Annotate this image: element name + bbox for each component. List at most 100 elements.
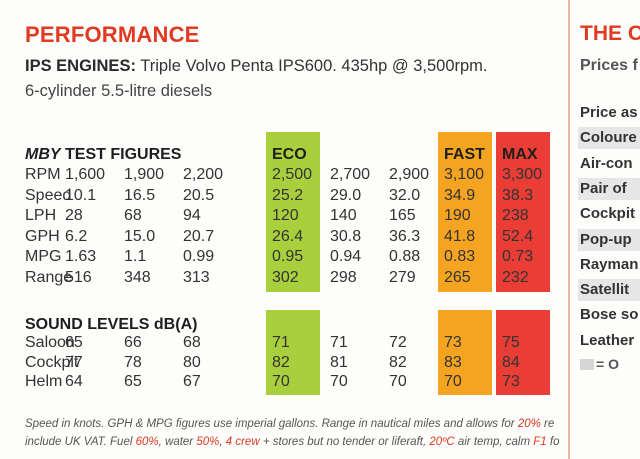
sound-levels-cell: 70	[444, 373, 462, 390]
sound-levels-cell: 77	[65, 353, 83, 371]
test-figures-cell: 348	[124, 268, 151, 286]
engines-spec: IPS ENGINES: Triple Volvo Penta IPS600. …	[25, 57, 488, 76]
section-title: PERFORMANCE	[25, 22, 200, 47]
sound-levels-cell: 65	[65, 334, 83, 351]
sidebar-item: Satellit	[580, 281, 630, 299]
sound-levels-cell: 70	[389, 373, 407, 390]
test-figures-cell: 68	[124, 207, 142, 224]
test-figures-cell: 29.0	[330, 186, 362, 204]
test-figures-cell: 25.2	[272, 186, 304, 204]
sound-levels-cell: 71	[272, 334, 290, 351]
test-figures-cell: 165	[389, 207, 416, 224]
test-figures-cell: 1,600	[65, 166, 106, 183]
engines-label: IPS ENGINES:	[25, 57, 136, 75]
test-figures-cell: 2,200	[183, 166, 224, 183]
test-figures-row-label: LPH	[25, 207, 57, 224]
test-figures-cell: 279	[389, 268, 416, 286]
test-figures-cell: 38.3	[502, 186, 534, 204]
test-figures-row-label: RPM	[25, 166, 61, 183]
test-figures-cell: 30.8	[330, 227, 362, 245]
test-figures-cell: 140	[330, 207, 357, 224]
test-figures-cell: 265	[444, 268, 471, 286]
test-figures-title: MBY TEST FIGURES	[25, 146, 182, 163]
sidebar-item: Pair of	[580, 179, 627, 197]
test-figures-row-label: Range	[25, 268, 73, 286]
sidebar-item: Pop-up	[580, 230, 632, 248]
sound-levels-title: SOUND LEVELS dB(A)	[25, 316, 198, 333]
test-figures-cell: 20.7	[183, 227, 215, 245]
footnote-line1: Speed in knots. GPH & MPG figures use im…	[25, 418, 555, 430]
sidebar-item: Price as	[580, 104, 638, 121]
sound-levels-cell: 70	[330, 373, 348, 390]
sound-levels-cell: 68	[183, 334, 201, 351]
test-figures-cell: 1,900	[124, 166, 165, 183]
sound-levels-cell: 73	[444, 334, 462, 351]
test-figures-cell: 0.99	[183, 248, 215, 265]
test-figures-row-label: MPG	[25, 248, 62, 265]
test-figures-cell: 1.63	[65, 248, 97, 265]
sidebar-key: = O	[596, 356, 619, 372]
test-figures-cell: 1.1	[124, 248, 147, 265]
sidebar-item: Rayman	[580, 255, 639, 273]
sidebar-subtitle: Prices f	[580, 57, 638, 74]
sidebar-row-shade	[578, 127, 640, 150]
sound-levels-cell: 65	[124, 373, 142, 390]
sound-levels-cell: 71	[330, 334, 348, 351]
test-figures-cell: 0.88	[389, 248, 421, 265]
test-figures-cell: 313	[183, 268, 210, 286]
sound-levels-cell: 82	[272, 353, 290, 371]
footnote: Speed in knots. GPH & MPG figures use im…	[25, 415, 559, 451]
test-figures-cell: 2,500	[272, 166, 313, 183]
eco-band-sound	[266, 310, 320, 395]
sound-levels-cell: 75	[502, 334, 520, 351]
test-figures-cell: 94	[183, 207, 201, 224]
sound-levels-cell: 84	[502, 353, 520, 371]
sidebar-row-shade	[578, 279, 640, 302]
sound-levels-cell: 73	[502, 373, 520, 390]
test-figures-cell: 3,100	[444, 166, 485, 183]
test-figures-cell: 0.94	[330, 248, 362, 265]
engines-text: Triple Volvo Penta IPS600. 435hp @ 3,500…	[140, 57, 488, 75]
sidebar-divider	[568, 0, 570, 459]
test-figures-cell: 2,900	[389, 166, 430, 183]
test-figures-cell: 238	[502, 207, 529, 224]
sound-levels-row-label: Cockpit	[25, 353, 79, 371]
col-header-max: MAX	[502, 146, 538, 163]
test-figures-cell: 32.0	[389, 186, 421, 204]
sidebar-item: Bose so	[580, 306, 639, 324]
test-figures-cell: 120	[272, 207, 299, 224]
test-figures-cell: 302	[272, 268, 299, 286]
test-figures-cell: 3,300	[502, 166, 543, 183]
test-figures-cell: 52.4	[502, 227, 534, 245]
test-figures-cell: 16.5	[124, 186, 156, 204]
sound-levels-row-label: Helm	[25, 373, 63, 390]
fast-band-sound	[438, 310, 492, 395]
col-header-eco: ECO	[272, 146, 307, 163]
sidebar-row-shade	[578, 228, 640, 251]
test-figures-row-label: Speed	[25, 186, 72, 204]
test-figures-cell: 298	[330, 268, 357, 286]
max-band-sound	[496, 310, 550, 395]
test-figures-cell: 190	[444, 207, 471, 224]
test-figures-cell: 34.9	[444, 186, 476, 204]
sound-levels-cell: 80	[183, 353, 201, 371]
test-figures-cell: 0.83	[444, 248, 476, 265]
test-figures-cell: 0.73	[502, 248, 534, 265]
sound-levels-cell: 81	[330, 353, 348, 371]
sound-levels-cell: 82	[389, 353, 407, 371]
sound-levels-cell: 64	[65, 373, 83, 390]
sound-levels-cell: 72	[389, 334, 407, 351]
test-figures-cell: 28	[65, 207, 83, 224]
test-figures-cell: 2,700	[330, 166, 371, 183]
footnote-line2: include UK VAT. Fuel 60%, water 50%, 4 c…	[25, 436, 560, 448]
test-figures-cell: 36.3	[389, 227, 421, 245]
test-figures-cell: 10.1	[65, 186, 97, 204]
sound-levels-cell: 78	[124, 353, 142, 371]
sound-levels-cell: 67	[183, 373, 201, 390]
test-figures-cell: 20.5	[183, 186, 215, 204]
sidebar-title: THE C	[580, 22, 640, 45]
sound-levels-row-label: Saloon	[25, 334, 75, 351]
sidebar-row-shade	[578, 177, 640, 200]
test-figures-cell: 232	[502, 268, 529, 286]
test-figures-cell: 516	[65, 268, 92, 286]
